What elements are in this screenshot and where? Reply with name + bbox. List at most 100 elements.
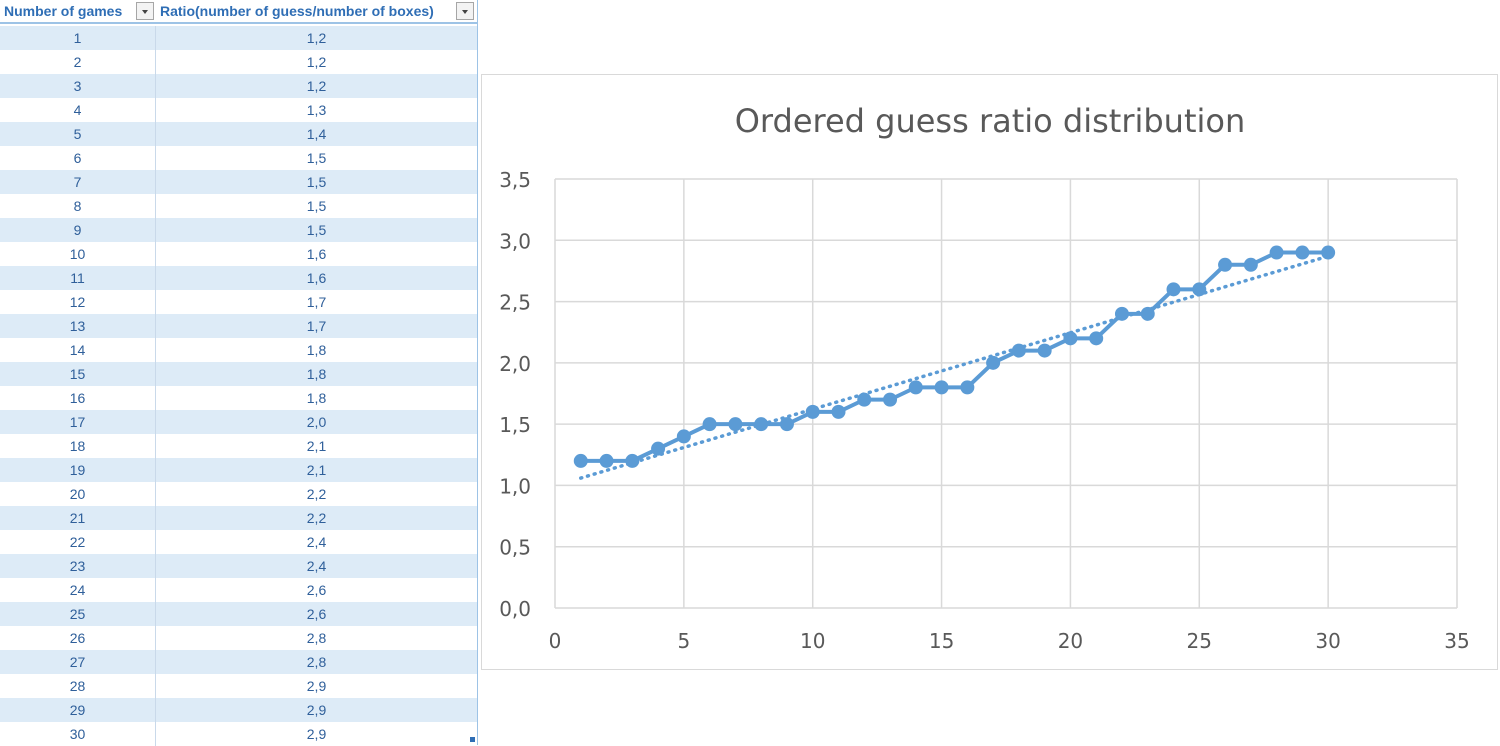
ratio-cell[interactable]: 1,5 xyxy=(306,174,327,190)
ratio-cell[interactable]: 2,2 xyxy=(306,510,327,526)
ratio-cell[interactable]: 1,2 xyxy=(306,54,327,70)
ratio-cell[interactable]: 1,7 xyxy=(306,294,327,310)
games-cell[interactable]: 26 xyxy=(0,626,156,650)
table-row[interactable]: 15 1,8 xyxy=(0,362,477,386)
table-row[interactable]: 6 1,5 xyxy=(0,146,477,170)
games-cell[interactable]: 18 xyxy=(0,434,156,458)
table-row[interactable]: 10 1,6 xyxy=(0,242,477,266)
games-cell[interactable]: 30 xyxy=(0,722,156,746)
table-row[interactable]: 17 2,0 xyxy=(0,410,477,434)
games-cell[interactable]: 19 xyxy=(0,458,156,482)
filter-dropdown-icon[interactable] xyxy=(136,2,154,20)
games-cell[interactable]: 27 xyxy=(0,650,156,674)
table-row[interactable]: 13 1,7 xyxy=(0,314,477,338)
games-cell[interactable]: 6 xyxy=(0,146,156,170)
table-row[interactable]: 25 2,6 xyxy=(0,602,477,626)
chart-area[interactable]: Ordered guess ratio distribution 0 5 10 15 2… xyxy=(481,74,1498,670)
games-cell[interactable]: 21 xyxy=(0,506,156,530)
games-cell[interactable]: 3 xyxy=(0,74,156,98)
ratio-cell[interactable]: 2,0 xyxy=(306,414,327,430)
ratio-cell[interactable]: 2,1 xyxy=(306,438,327,454)
table-row[interactable]: 22 2,4 xyxy=(0,530,477,554)
games-cell[interactable]: 11 xyxy=(0,266,156,290)
games-cell[interactable]: 28 xyxy=(0,674,156,698)
ratio-cell[interactable]: 2,2 xyxy=(306,486,327,502)
games-cell[interactable]: 5 xyxy=(0,122,156,146)
games-cell[interactable]: 17 xyxy=(0,410,156,434)
ratio-cell[interactable]: 1,4 xyxy=(306,126,327,142)
ratio-cell[interactable]: 2,6 xyxy=(306,582,327,598)
column-header-ratio[interactable]: Ratio(number of guess/number of boxes) xyxy=(160,3,434,19)
table-row[interactable]: 2 1,2 xyxy=(0,50,477,74)
ratio-cell[interactable]: 1,5 xyxy=(306,198,327,214)
ratio-cell[interactable]: 1,2 xyxy=(306,78,327,94)
filter-dropdown-icon[interactable] xyxy=(456,2,474,20)
games-cell[interactable]: 25 xyxy=(0,602,156,626)
ratio-cell[interactable]: 2,4 xyxy=(306,558,327,574)
table-row[interactable]: 4 1,3 xyxy=(0,98,477,122)
table-row[interactable]: 30 2,9 xyxy=(0,722,477,746)
table-row[interactable]: 5 1,4 xyxy=(0,122,477,146)
ratio-cell[interactable]: 2,8 xyxy=(306,654,327,670)
table-row[interactable]: 3 1,2 xyxy=(0,74,477,98)
games-cell[interactable]: 2 xyxy=(0,50,156,74)
ratio-cell[interactable]: 1,2 xyxy=(306,30,327,46)
ratio-cell[interactable]: 1,7 xyxy=(306,318,327,334)
games-cell[interactable]: 1 xyxy=(0,26,156,50)
table-row[interactable]: 27 2,8 xyxy=(0,650,477,674)
table-row[interactable]: 7 1,5 xyxy=(0,170,477,194)
table-resize-handle[interactable] xyxy=(470,737,475,742)
ratio-cell[interactable]: 1,8 xyxy=(306,390,327,406)
ratio-cell[interactable]: 1,5 xyxy=(306,150,327,166)
games-cell[interactable]: 29 xyxy=(0,698,156,722)
games-cell[interactable]: 22 xyxy=(0,530,156,554)
table-row[interactable]: 14 1,8 xyxy=(0,338,477,362)
games-cell[interactable]: 8 xyxy=(0,194,156,218)
table-row[interactable]: 19 2,1 xyxy=(0,458,477,482)
table-row[interactable]: 26 2,8 xyxy=(0,626,477,650)
table-row[interactable]: 9 1,5 xyxy=(0,218,477,242)
table-row[interactable]: 1 1,2 xyxy=(0,26,477,50)
data-point xyxy=(986,355,1001,370)
ratio-cell[interactable]: 2,9 xyxy=(306,726,327,742)
table-row[interactable]: 11 1,6 xyxy=(0,266,477,290)
ratio-cell[interactable]: 2,8 xyxy=(306,630,327,646)
ratio-cell[interactable]: 2,6 xyxy=(306,606,327,622)
table-row[interactable]: 20 2,2 xyxy=(0,482,477,506)
games-cell[interactable]: 23 xyxy=(0,554,156,578)
games-cell[interactable]: 9 xyxy=(0,218,156,242)
ratio-cell[interactable]: 2,4 xyxy=(306,534,327,550)
games-cell[interactable]: 10 xyxy=(0,242,156,266)
column-header-games[interactable]: Number of games xyxy=(4,3,123,19)
table-row[interactable]: 21 2,2 xyxy=(0,506,477,530)
ratio-cell[interactable]: 1,3 xyxy=(306,102,327,118)
data-point xyxy=(1011,343,1026,358)
games-cell[interactable]: 4 xyxy=(0,98,156,122)
ratio-cell[interactable]: 2,9 xyxy=(306,678,327,694)
ratio-cell[interactable]: 1,6 xyxy=(306,270,327,286)
ratio-cell[interactable]: 2,9 xyxy=(306,702,327,718)
ratio-cell[interactable]: 1,8 xyxy=(306,366,327,382)
games-cell[interactable]: 14 xyxy=(0,338,156,362)
games-cell[interactable]: 13 xyxy=(0,314,156,338)
data-point xyxy=(1295,245,1310,260)
games-cell[interactable]: 7 xyxy=(0,170,156,194)
table-row[interactable]: 8 1,5 xyxy=(0,194,477,218)
table-row[interactable]: 28 2,9 xyxy=(0,674,477,698)
ratio-cell[interactable]: 1,5 xyxy=(306,222,327,238)
games-cell[interactable]: 15 xyxy=(0,362,156,386)
ratio-cell[interactable]: 1,6 xyxy=(306,246,327,262)
table-row[interactable]: 29 2,9 xyxy=(0,698,477,722)
ratio-cell[interactable]: 2,1 xyxy=(306,462,327,478)
table-row[interactable]: 18 2,1 xyxy=(0,434,477,458)
games-cell[interactable]: 20 xyxy=(0,482,156,506)
games-cell[interactable]: 12 xyxy=(0,290,156,314)
games-cell[interactable]: 24 xyxy=(0,578,156,602)
table-row[interactable]: 23 2,4 xyxy=(0,554,477,578)
games-cell[interactable]: 16 xyxy=(0,386,156,410)
table-row[interactable]: 16 1,8 xyxy=(0,386,477,410)
ratio-cell[interactable]: 1,8 xyxy=(306,342,327,358)
table-row[interactable]: 24 2,6 xyxy=(0,578,477,602)
table-row[interactable]: 12 1,7 xyxy=(0,290,477,314)
x-tick-label: 0 xyxy=(549,629,562,653)
